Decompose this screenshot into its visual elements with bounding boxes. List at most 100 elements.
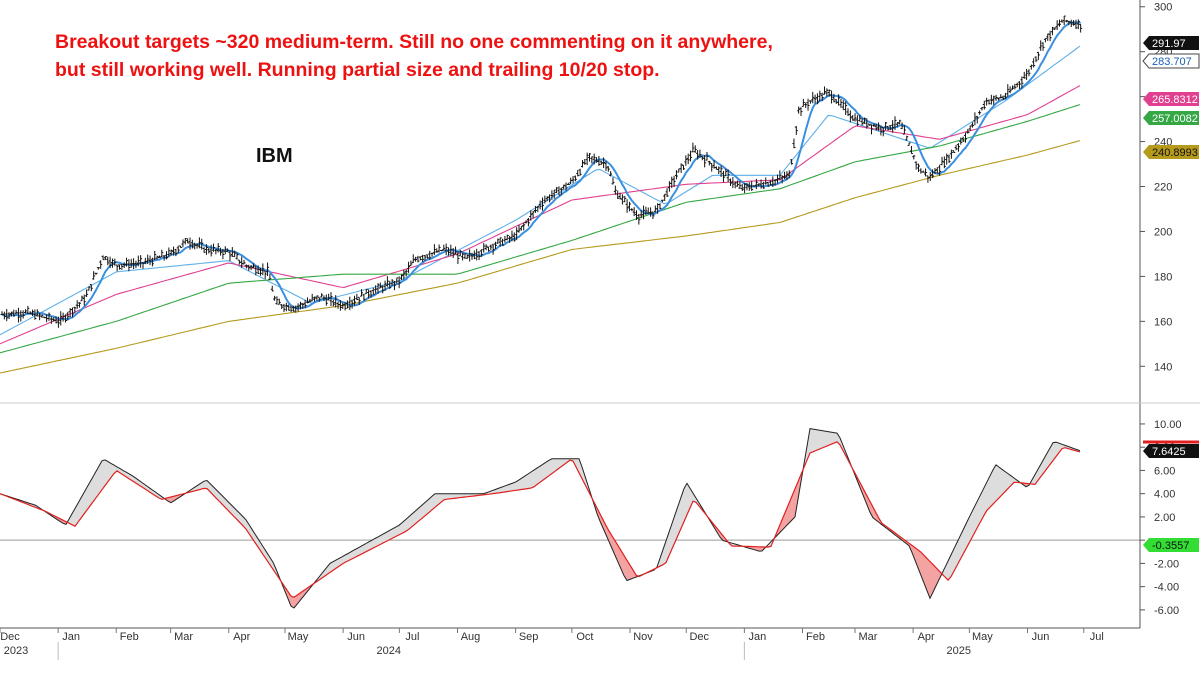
oscillator-fill-segment xyxy=(552,458,555,474)
price-bar xyxy=(590,156,594,164)
price-bar xyxy=(1039,40,1043,51)
price-bar xyxy=(247,264,251,271)
price-bar xyxy=(87,286,91,291)
price-bar xyxy=(848,110,852,123)
price-bar xyxy=(266,262,270,276)
ma-olive-tag: 240.8993 xyxy=(1143,145,1199,159)
oscillator-fill-segment xyxy=(606,525,609,542)
oscillator-fill-segment xyxy=(396,525,399,537)
ma-pink-tag: 265.8312 xyxy=(1143,92,1199,106)
price-bar xyxy=(686,153,690,165)
price-bar xyxy=(898,119,902,125)
price-bar xyxy=(1050,26,1054,36)
price-bar xyxy=(31,309,35,317)
price-bar xyxy=(348,296,352,311)
price-bar xyxy=(717,166,721,175)
price-bar xyxy=(273,295,277,301)
ma-green-tag-text: 257.0082 xyxy=(1152,113,1198,125)
month-label: Dec xyxy=(0,631,20,643)
oscillator-fill-segment xyxy=(924,555,927,591)
price-bar xyxy=(113,258,117,266)
price-bar xyxy=(16,307,20,323)
price-bar xyxy=(284,302,288,312)
osc-y-tick-label: -6.00 xyxy=(1154,605,1179,617)
oscillator-fill-segment xyxy=(204,480,207,489)
oscillator-fill-segment xyxy=(429,496,432,513)
osc-zero-tag: -0.3557 xyxy=(1143,538,1199,552)
oscillator-fill-segment xyxy=(366,541,369,552)
price-bar xyxy=(879,126,883,136)
oscillator-fill-segment xyxy=(555,458,558,472)
price-bar xyxy=(369,290,373,298)
price-bar xyxy=(611,177,615,185)
oscillator-fill-segment xyxy=(501,486,504,493)
price-bar xyxy=(317,296,321,302)
oscillator-fill-segment xyxy=(780,517,783,533)
price-bar xyxy=(696,150,700,160)
price-bar xyxy=(841,100,845,111)
price-bar xyxy=(858,114,862,122)
price-bar xyxy=(122,262,126,269)
price-bar xyxy=(141,262,145,269)
price-bar xyxy=(754,178,758,190)
oscillator-fill-segment xyxy=(333,560,336,571)
oscillator-fill-segment xyxy=(447,493,450,500)
price-y-tick-label: 180 xyxy=(1154,271,1172,283)
price-bar xyxy=(313,296,317,302)
price-bar xyxy=(329,292,333,307)
price-bar xyxy=(418,256,422,261)
oscillator-fill-segment xyxy=(921,552,924,584)
price-bar xyxy=(952,150,956,153)
price-bar xyxy=(602,157,606,169)
price-bar xyxy=(759,179,763,189)
price-bar xyxy=(745,182,749,191)
month-label: Jul xyxy=(405,631,419,643)
price-bar xyxy=(830,90,834,104)
price-bar xyxy=(223,246,227,255)
price-bar xyxy=(364,288,368,295)
price-bar xyxy=(785,171,789,181)
price-bar xyxy=(439,249,443,252)
price-bar xyxy=(811,91,815,104)
price-bar xyxy=(268,273,272,280)
moving-average-line xyxy=(0,140,1081,374)
price-bar xyxy=(837,94,841,106)
ma-green-tag: 257.0082 xyxy=(1143,111,1199,125)
price-bar xyxy=(461,252,465,261)
oscillator-fill-segment xyxy=(264,548,267,561)
price-bar xyxy=(360,289,364,297)
price-bar xyxy=(914,161,918,170)
price-bar xyxy=(949,149,953,159)
oscillator-fill-segment xyxy=(960,530,963,560)
price-bar xyxy=(902,125,906,135)
price-bar xyxy=(296,303,300,312)
oscillator-fill-segment xyxy=(972,505,975,538)
price-bar xyxy=(613,185,617,195)
price-bar xyxy=(214,248,218,255)
oscillator-fill-segment xyxy=(546,460,549,478)
oscillator-fill-segment xyxy=(1005,471,1008,492)
oscillator-fill-segment xyxy=(813,429,816,452)
oscillator-fill-segment xyxy=(1047,448,1050,469)
price-bar xyxy=(627,201,631,212)
price-bar xyxy=(580,159,584,168)
oscillator-fill-segment xyxy=(534,468,537,487)
oscillator-fill-segment xyxy=(576,458,579,473)
ma-blue-tag-text: 283.707 xyxy=(1152,56,1192,68)
price-bar xyxy=(844,101,848,115)
oscillator-fill-segment xyxy=(516,479,519,491)
price-bar xyxy=(721,170,725,183)
price-bar xyxy=(726,169,730,183)
price-bar xyxy=(552,189,556,199)
oscillator-fill-segment xyxy=(810,428,813,453)
price-bar xyxy=(886,125,890,131)
price-bar xyxy=(353,295,356,306)
price-bar xyxy=(522,222,526,231)
price-bar xyxy=(421,254,425,263)
price-bar xyxy=(508,235,512,243)
price-bar xyxy=(964,132,967,143)
price-bar xyxy=(752,185,756,187)
month-label: Jun xyxy=(347,631,365,643)
axes: 140160180200220240260280300-6.00-4.00-2.… xyxy=(0,0,1200,660)
oscillator-fill-segment xyxy=(459,493,462,498)
